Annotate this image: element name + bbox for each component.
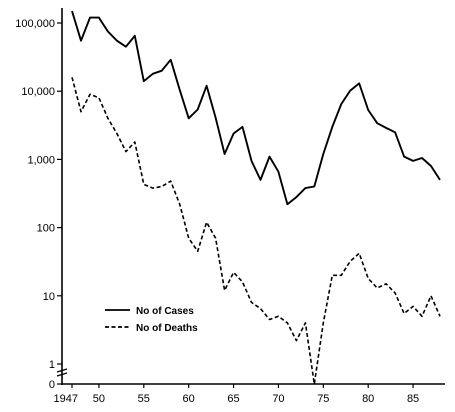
- axes: [56, 8, 445, 385]
- y-tick-label: 100: [37, 223, 55, 235]
- x-tick-label: 50: [93, 393, 105, 405]
- x-tick-label: 60: [183, 393, 195, 405]
- deaths-line: [71, 77, 441, 385]
- x-axis-ticks: 1947 50 55 60 65 70 75 80 85: [54, 384, 419, 405]
- legend-label: No of Cases: [136, 306, 194, 317]
- legend-label: No of Deaths: [136, 323, 198, 334]
- y-tick-label: 1: [49, 359, 55, 371]
- x-tick-label: 65: [227, 393, 239, 405]
- cases-line: [71, 10, 441, 206]
- y-tick-label: 100,000: [15, 18, 55, 30]
- x-tick-label: 55: [138, 393, 150, 405]
- series-group: [71, 10, 441, 385]
- y-axis-break-mark: [56, 368, 68, 373]
- y-tick-label: 1,000: [27, 154, 55, 166]
- y-tick-label: 10: [43, 291, 55, 303]
- x-tick-label: 75: [317, 393, 329, 405]
- x-tick-label: 85: [407, 393, 419, 405]
- y-axis-break-mark: [56, 372, 68, 377]
- legend: No of Cases No of Deaths: [105, 306, 198, 334]
- x-tick-label: 1947: [54, 393, 78, 405]
- x-tick-label: 80: [362, 393, 374, 405]
- y-zero-label: 0: [49, 379, 55, 391]
- x-tick-label: 70: [272, 393, 284, 405]
- y-tick-label: 10,000: [21, 86, 55, 98]
